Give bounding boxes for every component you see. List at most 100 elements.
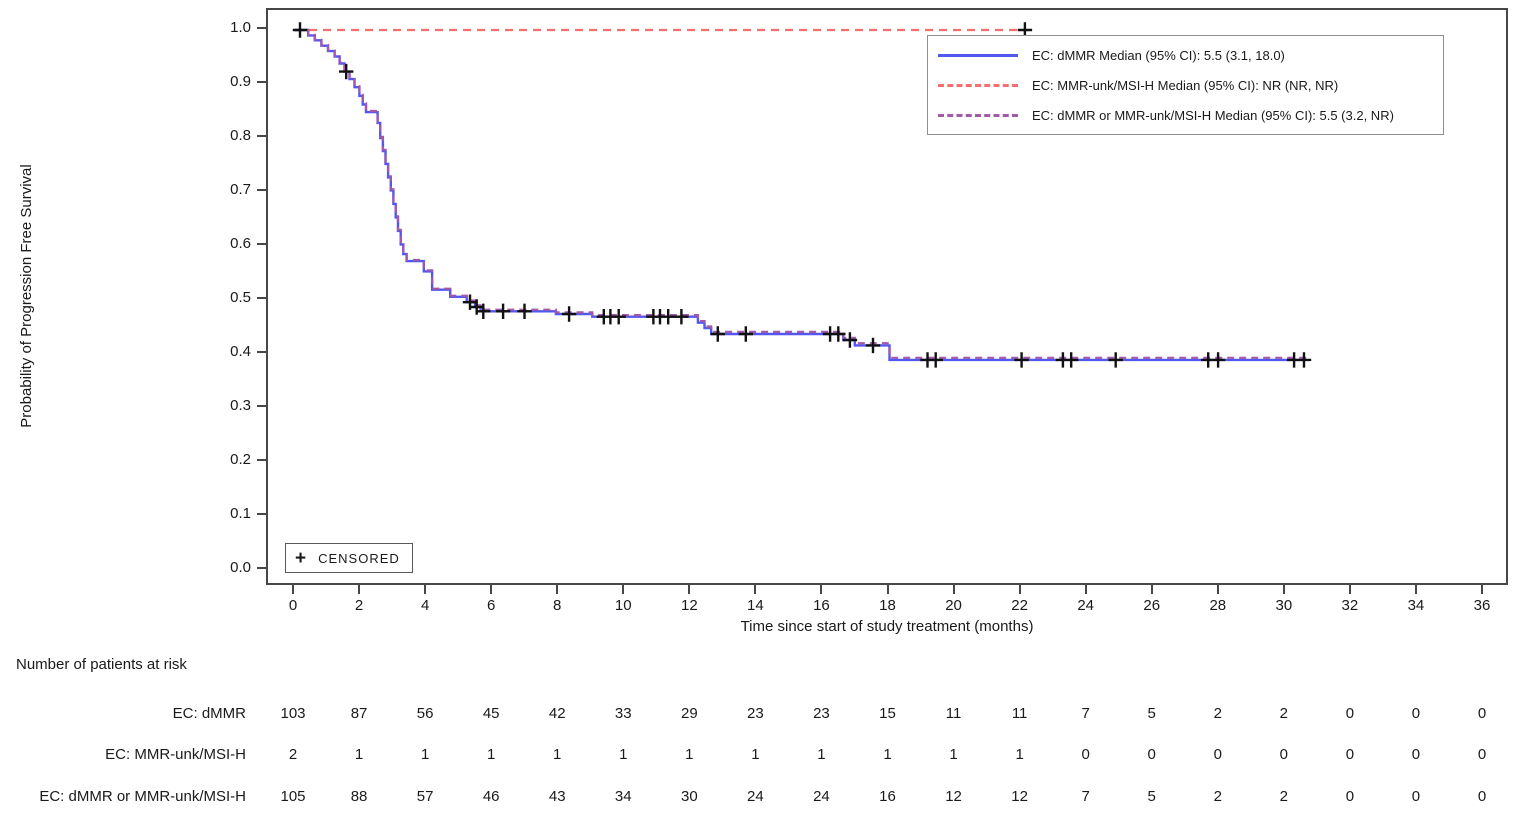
y-tick-label: 0.2: [230, 451, 251, 468]
risk-cell: 1: [883, 746, 892, 763]
censor-marks-unk: [1017, 22, 1033, 38]
x-tick-mark: [1348, 585, 1351, 594]
risk-cell: 1: [486, 746, 496, 763]
x-tick-label: 22: [1011, 597, 1028, 614]
x-tick-mark: [358, 585, 361, 594]
survival-curves-svg: [292, 22, 1312, 368]
risk-cell: 87: [350, 705, 368, 722]
legend-label: EC: dMMR or MMR-unk/MSI-H Median (95% CI…: [1032, 107, 1394, 123]
x-tick-label: 0: [288, 597, 298, 614]
risk-cell: 105: [280, 788, 306, 805]
risk-cell: 2: [1279, 705, 1288, 722]
y-axis-label: Probability of Progression Free Survival: [18, 164, 35, 428]
risk-cell: 42: [548, 705, 566, 722]
risk-cell: 1: [619, 746, 628, 763]
legend: EC: dMMR Median (95% CI): 5.5 (3.1, 18.0…: [927, 35, 1444, 135]
risk-cell: 2: [288, 746, 298, 763]
risk-cell: 34: [614, 788, 632, 805]
risk-cell: 1: [817, 746, 826, 763]
y-tick-mark: [257, 405, 266, 407]
x-tick-label: 10: [614, 597, 632, 614]
risk-row-label: EC: dMMR: [172, 705, 246, 722]
risk-cell: 2: [1213, 788, 1222, 805]
risk-cell: 24: [747, 788, 764, 805]
y-tick-mark: [257, 135, 266, 137]
x-tick-label: 12: [680, 597, 698, 614]
y-tick-label: 0.6: [230, 235, 251, 252]
risk-cell: 0: [1147, 746, 1156, 763]
y-tick-label: 0.3: [230, 397, 251, 414]
x-tick-label: 26: [1143, 597, 1161, 614]
risk-cell: 0: [1345, 746, 1355, 763]
legend-line-sample-dmmr: [938, 53, 1018, 57]
y-tick-label: 0.5: [230, 289, 251, 306]
y-tick-mark: [257, 297, 266, 299]
x-tick-label: 24: [1077, 597, 1095, 614]
risk-cell: 0: [1477, 788, 1487, 805]
risk-cell: 0: [1411, 788, 1421, 805]
risk-cell: 2: [1279, 788, 1288, 805]
x-tick-label: 6: [486, 597, 496, 614]
x-tick-label: 4: [420, 597, 430, 614]
risk-cell: 1: [949, 746, 958, 763]
risk-cell: 43: [548, 788, 566, 805]
x-axis-label: Time since start of study treatment (mon…: [740, 618, 1034, 635]
x-tick-label: 20: [945, 597, 962, 614]
y-tick-label: 0.4: [230, 343, 251, 360]
legend-line-sample-combined: [938, 113, 1018, 117]
x-tick-label: 18: [879, 597, 896, 614]
y-tick-label: 0.0: [230, 559, 251, 576]
x-tick-label: 28: [1209, 597, 1227, 614]
risk-cell: 0: [1477, 705, 1487, 722]
x-tick-label: 30: [1275, 597, 1293, 614]
risk-cell: 7: [1081, 705, 1090, 722]
risk-cell: 29: [680, 705, 698, 722]
censored-legend-box: + CENSORED: [285, 543, 413, 573]
x-tick-mark: [1150, 585, 1153, 594]
x-tick-mark: [1216, 585, 1219, 594]
risk-cell: 46: [482, 788, 500, 805]
risk-table-header: Number of patients at risk: [16, 656, 187, 673]
x-tick-mark: [754, 585, 757, 594]
risk-cell: 5: [1147, 705, 1156, 722]
plot-area: + CENSORED EC: dMMR Median (95% CI): 5.5…: [266, 8, 1508, 585]
x-tick-label: 34: [1407, 597, 1425, 614]
x-tick-mark: [952, 585, 955, 594]
risk-cell: 1: [354, 746, 364, 763]
legend-entry: EC: dMMR Median (95% CI): 5.5 (3.1, 18.0…: [928, 40, 1443, 70]
x-tick-mark: [1414, 585, 1417, 594]
risk-cell: 30: [680, 788, 698, 805]
risk-cell: 56: [416, 705, 434, 722]
risk-cell: 1: [751, 746, 760, 763]
y-tick-label: 0.8: [230, 127, 251, 144]
risk-cell: 1: [1015, 746, 1024, 763]
risk-row-label: EC: dMMR or MMR-unk/MSI-H: [39, 788, 246, 805]
x-tick-mark: [820, 585, 823, 594]
y-tick-label: 0.9: [230, 73, 251, 90]
risk-cell: 1: [420, 746, 430, 763]
y-tick-mark: [257, 243, 266, 245]
risk-cell: 23: [813, 705, 830, 722]
censor-marks-dmmr: [292, 22, 1312, 368]
y-tick-label: 0.7: [230, 181, 251, 198]
y-tick-mark: [257, 27, 266, 29]
risk-cell: 11: [1011, 705, 1028, 722]
risk-cell: 0: [1345, 705, 1355, 722]
x-tick-label: 16: [813, 597, 830, 614]
y-tick-mark: [257, 81, 266, 83]
risk-cell: 2: [1213, 705, 1222, 722]
x-tick-label: 2: [354, 597, 364, 614]
risk-cell: 0: [1411, 705, 1421, 722]
x-tick-mark: [1018, 585, 1021, 594]
risk-cell: 0: [1081, 746, 1090, 763]
risk-cell: 0: [1345, 788, 1355, 805]
x-tick-mark: [1481, 585, 1483, 594]
risk-cell: 33: [614, 705, 632, 722]
risk-cell: 12: [1011, 788, 1028, 805]
legend-label: EC: dMMR Median (95% CI): 5.5 (3.1, 18.0…: [1032, 47, 1285, 63]
x-tick-mark: [622, 585, 625, 594]
x-tick-label: 36: [1473, 597, 1491, 614]
x-tick-mark: [424, 585, 427, 594]
risk-cell: 0: [1411, 746, 1421, 763]
